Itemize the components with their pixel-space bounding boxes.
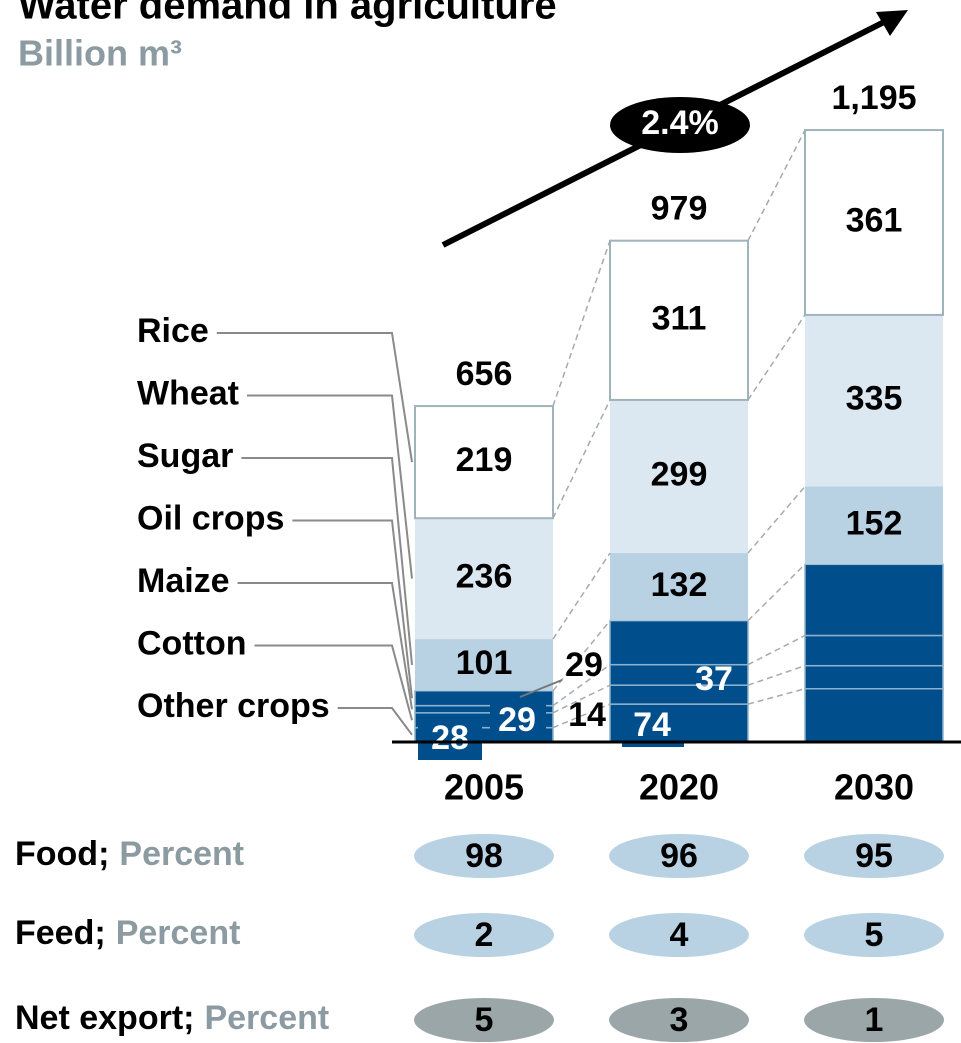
- bar-segment: [609, 619, 749, 666]
- pill-label: 3: [670, 1001, 689, 1039]
- segment-label: 335: [846, 380, 903, 418]
- legend-label: Maize: [137, 562, 230, 600]
- row-label: Feed; Percent: [15, 914, 240, 952]
- connector: [747, 664, 806, 686]
- legend-leader: [216, 332, 413, 463]
- bar-segment: [805, 314, 943, 487]
- segment-label: 236: [456, 558, 513, 596]
- pill: [414, 834, 554, 878]
- bar-segment: [415, 639, 553, 691]
- total-label: 979: [651, 190, 708, 228]
- bar-segment: [804, 129, 944, 316]
- row-name: Net export;: [15, 999, 194, 1037]
- segment-label: 132: [651, 566, 708, 604]
- bar-segment: [414, 690, 554, 707]
- x-tick-label: 2020: [639, 767, 719, 808]
- total-label: 656: [456, 355, 513, 393]
- legend-leader: [237, 582, 413, 710]
- row-label: Net export; Percent: [15, 999, 329, 1037]
- pill: [804, 834, 944, 878]
- bar-segment: [609, 239, 749, 401]
- bar-segment: [804, 687, 944, 743]
- row-name: Feed;: [15, 914, 106, 952]
- legend-leader: [337, 707, 413, 736]
- bar-segment: [414, 405, 554, 520]
- row-unit: Percent: [119, 835, 244, 873]
- row-label: Food; Percent: [15, 835, 244, 873]
- pill-label: 96: [660, 837, 698, 875]
- pill: [609, 998, 749, 1042]
- bar-segment: [804, 634, 944, 667]
- pill-label: 95: [855, 837, 893, 875]
- arrow-head: [876, 10, 908, 36]
- connector: [552, 684, 611, 714]
- row-unit: Percent: [204, 999, 329, 1037]
- legend-leader: [241, 457, 413, 666]
- legend-leader: [247, 394, 413, 579]
- growth-label: 2.4%: [641, 104, 719, 142]
- connector: [552, 620, 611, 692]
- connector: [747, 485, 806, 554]
- segment-label: 311: [652, 299, 707, 337]
- bar-segment: [415, 518, 553, 640]
- segment-label: 361: [846, 201, 903, 239]
- bar-segment: [610, 399, 748, 554]
- segment-label: 28: [431, 719, 469, 757]
- pill-label: 4: [670, 916, 689, 954]
- pill-label: 98: [465, 837, 503, 875]
- legend-label: Oil crops: [137, 499, 284, 537]
- legend-leader: [292, 519, 413, 699]
- legend-leader: [254, 644, 413, 721]
- pill-label: 1: [865, 1001, 884, 1039]
- connector: [552, 664, 611, 707]
- segment-label: 29: [565, 646, 603, 684]
- connector: [552, 552, 611, 640]
- legend-label: Sugar: [137, 437, 233, 475]
- connector: [747, 314, 806, 401]
- connector: [747, 634, 806, 666]
- pill-label: 5: [475, 1001, 494, 1039]
- legend-label: Other crops: [137, 687, 330, 725]
- chart-subtitle: Billion m³: [18, 33, 182, 74]
- leader-line: [519, 679, 563, 698]
- connector: [747, 129, 806, 242]
- pill: [414, 998, 554, 1042]
- connector: [552, 399, 611, 519]
- bar-segment: [805, 486, 943, 565]
- pill: [804, 998, 944, 1042]
- row-unit: Percent: [116, 914, 241, 952]
- total-label: 1,195: [831, 79, 916, 117]
- connector: [552, 703, 611, 729]
- chart-title: Water demand in agriculture: [18, 0, 557, 28]
- pill-label: 2: [475, 916, 494, 954]
- bar-segment: [610, 553, 748, 621]
- connector: [552, 240, 611, 407]
- segment-label: 219: [456, 441, 513, 479]
- pill-label: 5: [865, 916, 884, 954]
- pill: [609, 913, 749, 957]
- segment-label: 299: [651, 455, 708, 493]
- segment-label: 37: [695, 660, 733, 698]
- row-name: Food;: [15, 835, 109, 873]
- bar-segment: [804, 664, 944, 690]
- pill: [609, 834, 749, 878]
- segment-label: 14: [568, 696, 606, 734]
- pill: [414, 913, 554, 957]
- growth-badge: [610, 97, 750, 153]
- legend-label: Cotton: [137, 624, 247, 662]
- label-box: [490, 704, 546, 742]
- x-tick-label: 2030: [834, 767, 914, 808]
- connector: [747, 563, 806, 622]
- segment-label: 29: [498, 701, 536, 739]
- segment-label: 74: [633, 706, 671, 744]
- legend-label: Wheat: [137, 374, 239, 412]
- segment-label: 152: [846, 504, 903, 542]
- bar-segment: [804, 563, 944, 637]
- x-tick-label: 2005: [444, 767, 524, 808]
- pill: [804, 913, 944, 957]
- connector: [747, 688, 806, 705]
- segment-label: 101: [456, 644, 513, 682]
- legend-label: Rice: [137, 312, 209, 350]
